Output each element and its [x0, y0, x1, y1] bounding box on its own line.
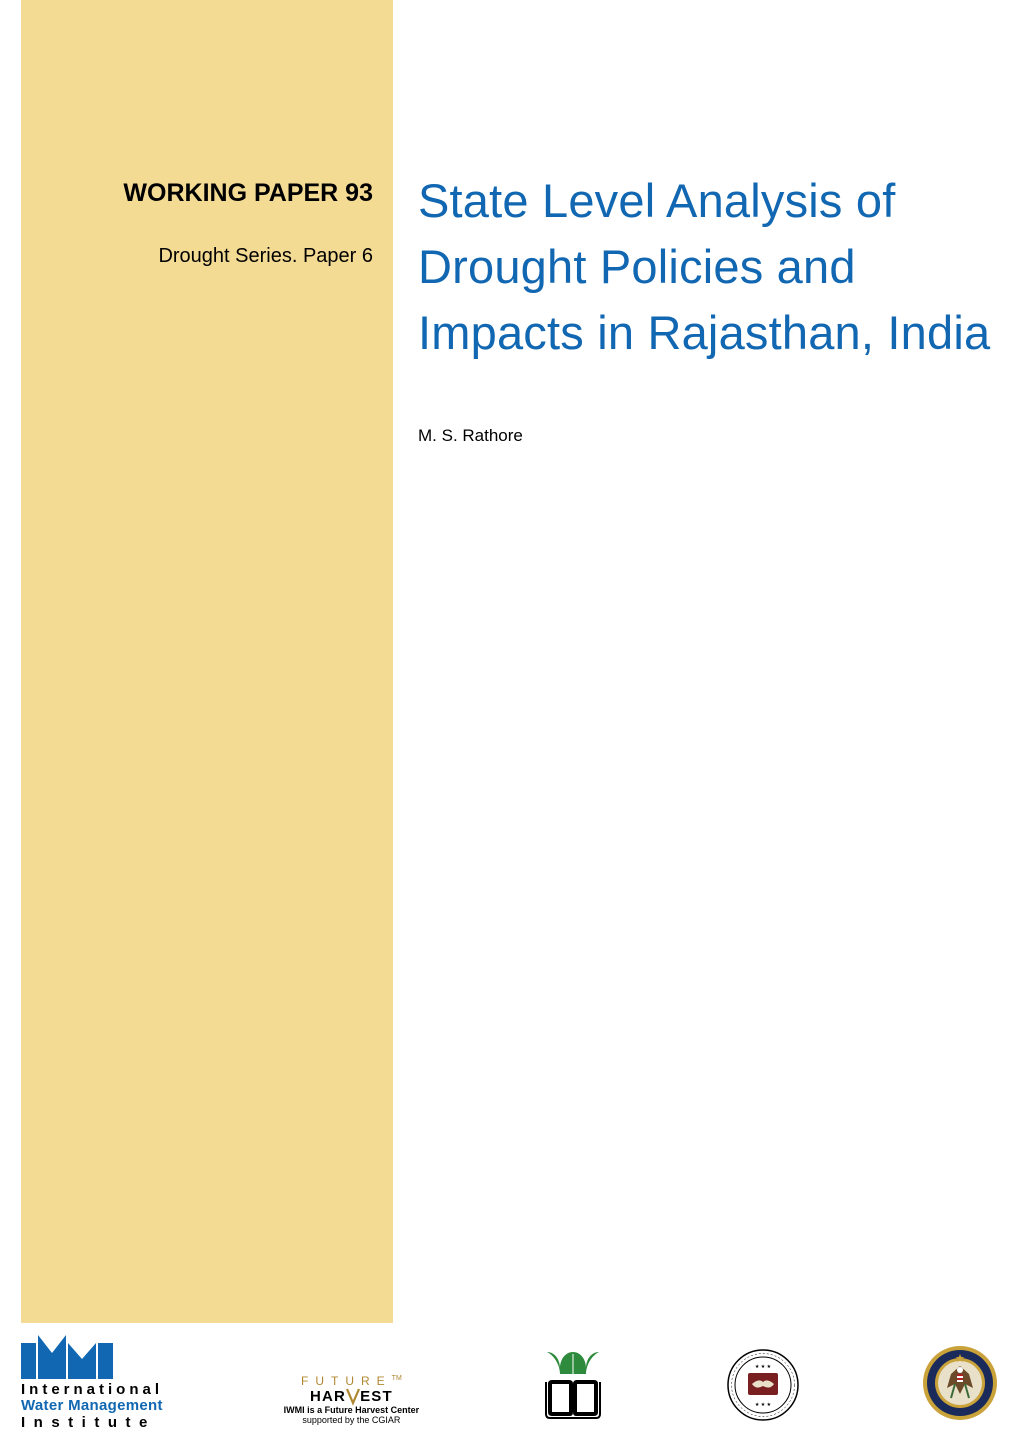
iwmi-logo: International Water Management Institute	[21, 1335, 163, 1432]
eagle-seal-logo-icon	[921, 1344, 999, 1427]
future-harvest-logo: FUTURETM HAREST IWMI is a Future Harvest…	[284, 1374, 420, 1425]
fh-future: FUTURETM	[301, 1374, 402, 1388]
iwmi-line3: Institute	[21, 1414, 163, 1431]
book-leaf-logo-icon	[540, 1348, 606, 1425]
fh-sub2: supported by the CGIAR	[302, 1415, 400, 1425]
author-name: M. S. Rathore	[418, 426, 523, 446]
iwmi-mark-icon	[21, 1335, 113, 1379]
fh-harvest: HAREST	[310, 1388, 393, 1405]
working-paper-label: WORKING PAPER 93	[21, 178, 373, 208]
handshake-seal-logo-icon: ★ ★ ★ ★ ★ ★	[726, 1348, 800, 1427]
iwmi-line1: International	[21, 1382, 163, 1397]
footer-logos: International Water Management Institute…	[21, 1336, 999, 1431]
series-label: Drought Series. Paper 6	[21, 245, 373, 268]
svg-text:★ ★ ★: ★ ★ ★	[755, 1364, 772, 1370]
svg-text:★ ★ ★: ★ ★ ★	[755, 1402, 772, 1408]
iwmi-line2: Water Management	[21, 1397, 163, 1414]
document-title: State Level Analysis of Drought Policies…	[418, 168, 1018, 365]
sidebar-panel: WORKING PAPER 93 Drought Series. Paper 6	[21, 0, 393, 1323]
iwmi-text: International Water Management Institute	[21, 1382, 163, 1432]
